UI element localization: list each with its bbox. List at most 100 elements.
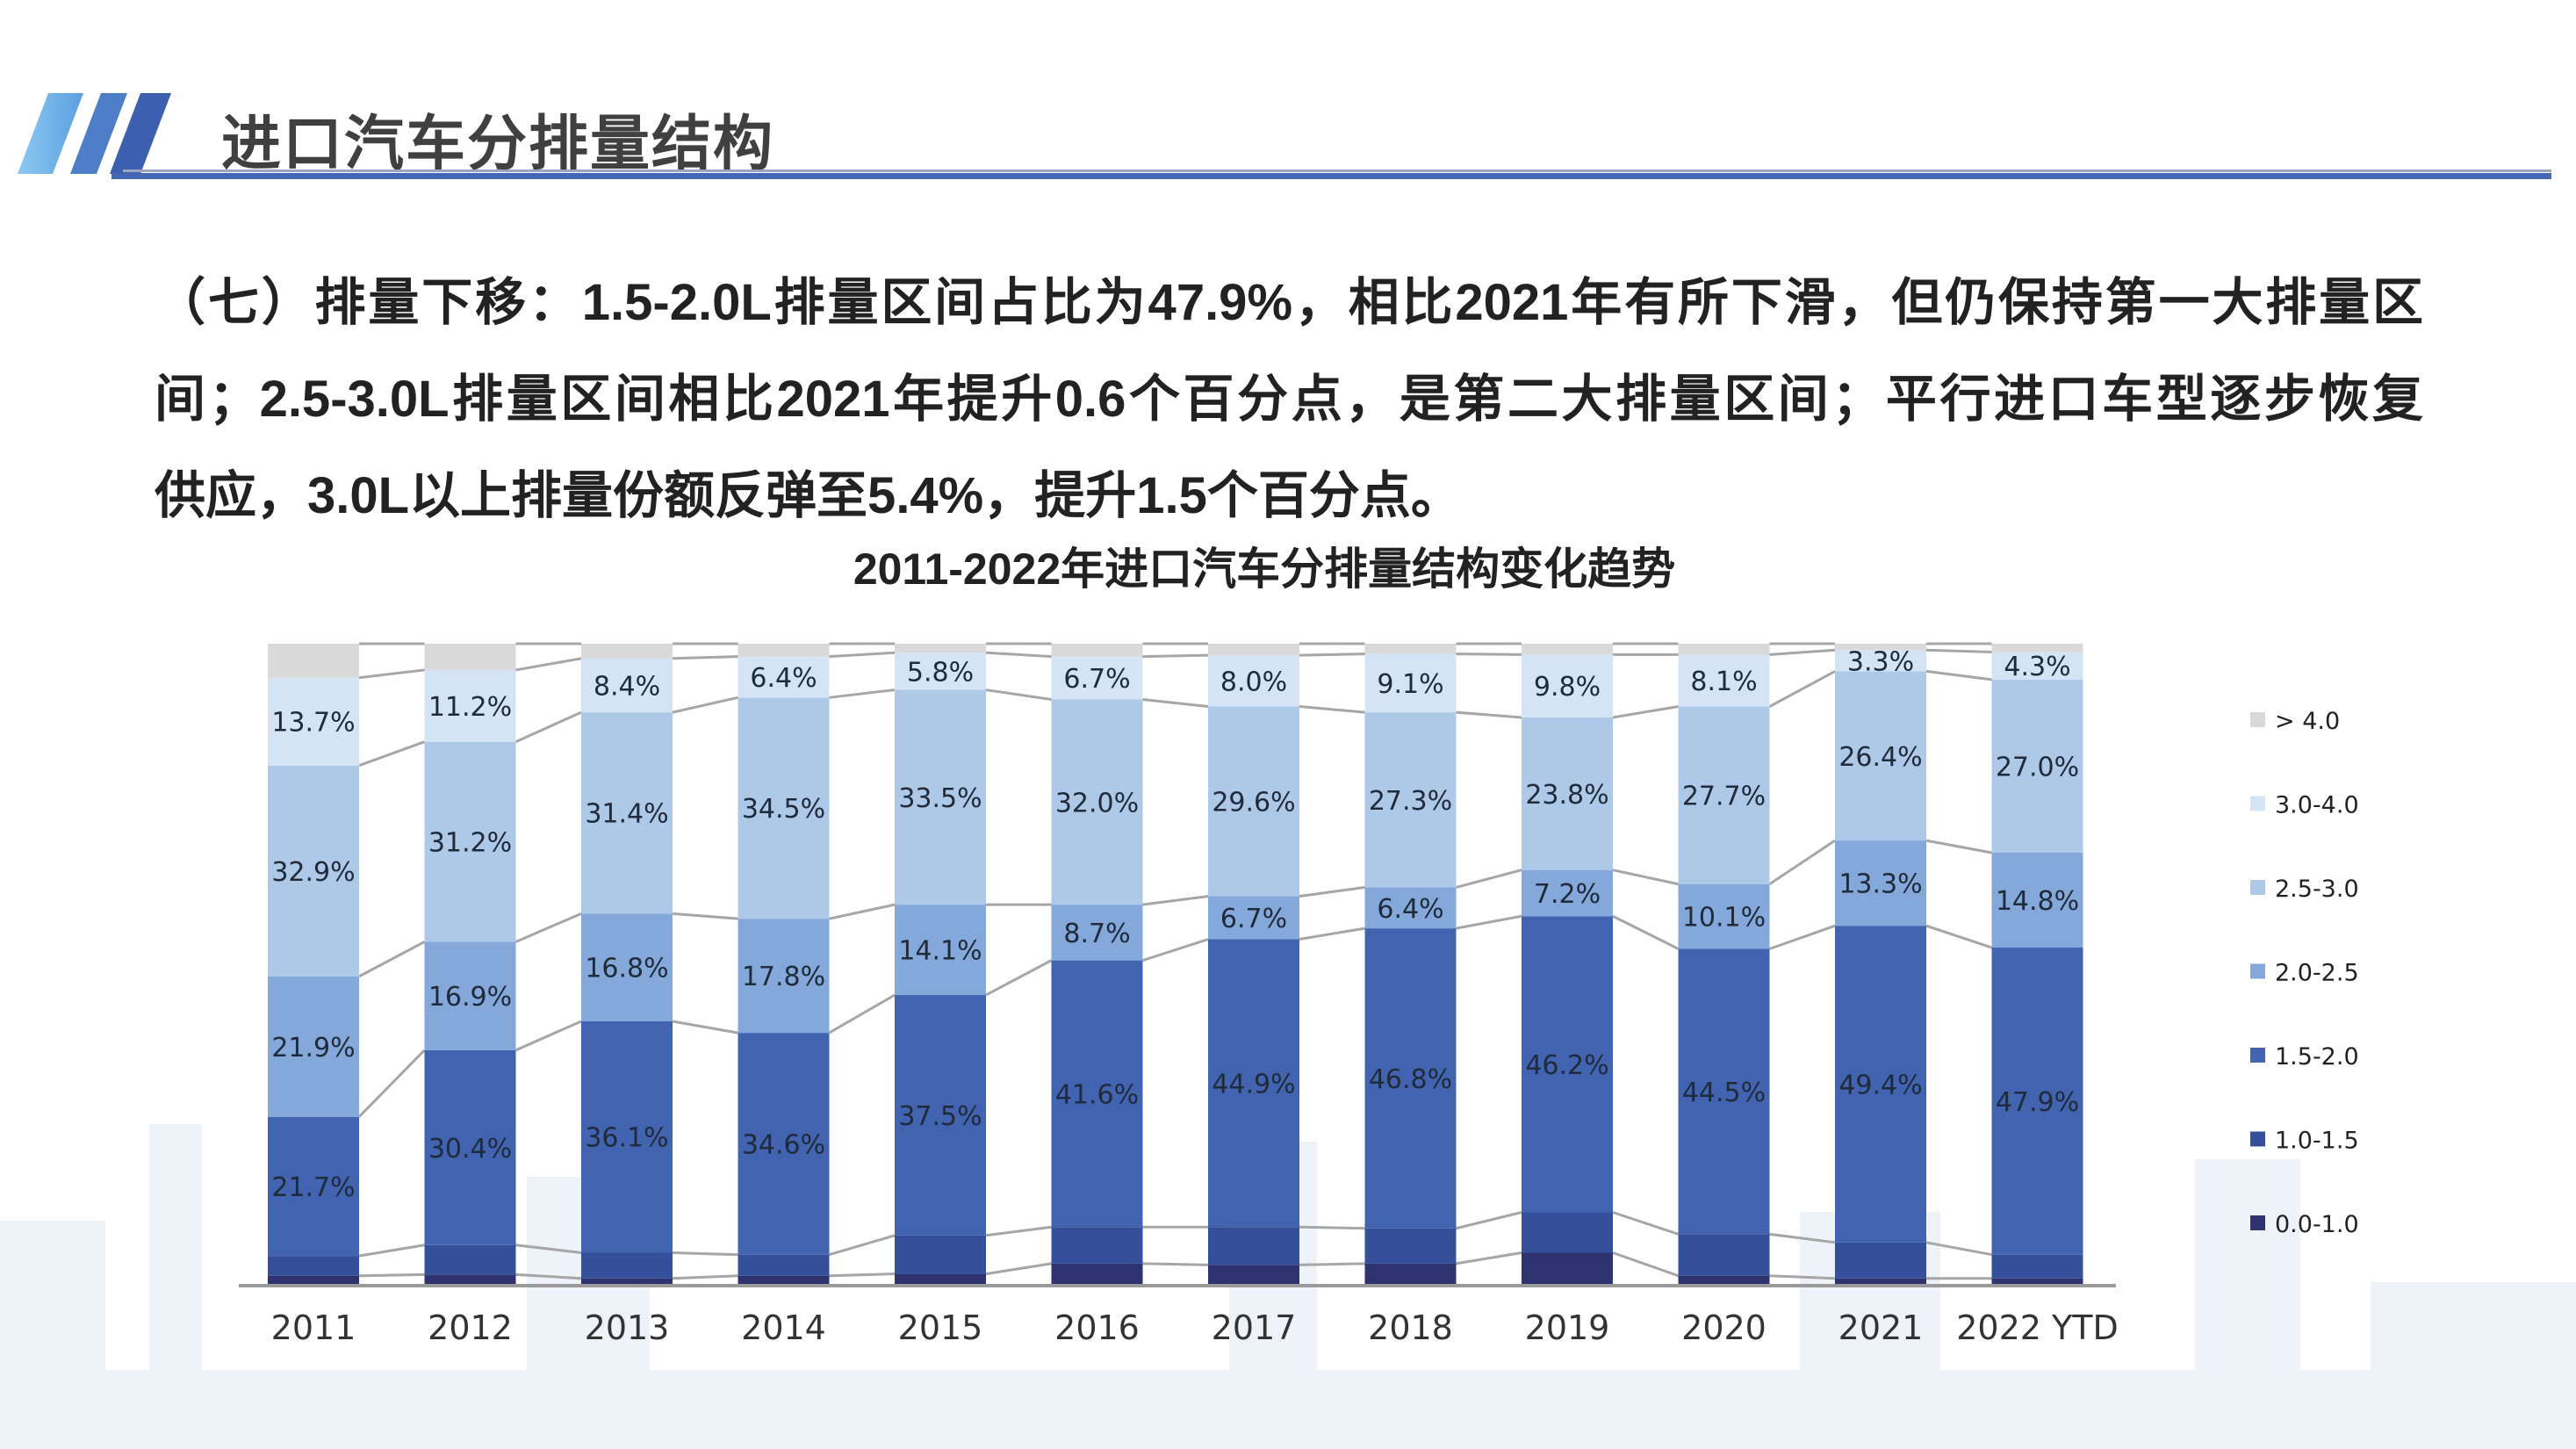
connector-line (985, 959, 1053, 997)
bar-segment (895, 905, 986, 996)
connector-line (358, 668, 425, 680)
bar-segment (1208, 896, 1299, 940)
connector-line (1612, 705, 1679, 719)
legend-label: 2.5-3.0 (2275, 876, 2359, 903)
connector-line (1299, 1225, 1365, 1230)
bar-segment (1678, 654, 1770, 707)
connector-line (672, 1020, 738, 1034)
bar-segment (1991, 948, 2083, 1255)
connector-line (1768, 839, 1836, 885)
bar-segment (895, 1273, 986, 1285)
bar-segment (738, 919, 830, 1034)
header-stripes-logo (18, 93, 171, 174)
connector-line (514, 912, 582, 943)
data-label: 29.6% (1212, 788, 1295, 818)
data-label: 27.7% (1682, 782, 1766, 812)
connector-line (829, 651, 896, 659)
bar-segment (1678, 883, 1770, 949)
bar-segment (424, 669, 516, 742)
bar-segment (1208, 939, 1299, 1228)
data-label: 21.9% (271, 1033, 355, 1063)
bar-segment (1522, 717, 1613, 870)
connector-line (357, 1049, 426, 1118)
bar-segment (738, 697, 830, 919)
bar-segment (581, 1020, 673, 1253)
bar-segment (1364, 887, 1457, 929)
data-label: 16.8% (585, 954, 668, 984)
bar-segment (1522, 1252, 1613, 1285)
connector-line (1612, 869, 1679, 886)
legend-label: 1.5-2.0 (2275, 1043, 2359, 1071)
header-divider-thin (123, 169, 2551, 172)
bar-segment (1051, 905, 1143, 961)
bar-segment (1835, 650, 1926, 672)
chart-title: 2011-2022年进口汽车分排量结构变化趋势 (853, 544, 1676, 594)
data-label: 10.1% (1682, 903, 1766, 934)
connector-line (828, 993, 896, 1034)
connector-line (1925, 1241, 1992, 1257)
bar-segment (1678, 644, 1770, 655)
x-tick-label: 2011 (271, 1308, 356, 1347)
data-label: 7.2% (1534, 879, 1601, 910)
bar-segment (1051, 656, 1143, 700)
connector-line (1456, 869, 1522, 889)
bar-segment (895, 689, 986, 905)
summary-line: 间；2.5-3.0L排量区间相比2021年提升0.6个百分点，是第二大排量区间；… (155, 371, 2423, 428)
data-label: 8.1% (1690, 667, 1757, 697)
bar-segment (581, 1252, 673, 1279)
connector-line (1769, 924, 1836, 950)
connector-line (1456, 652, 1522, 656)
bar-segment (1991, 1254, 2083, 1279)
data-label: 32.9% (271, 857, 355, 888)
connector-line (1925, 839, 1992, 854)
page-title: 进口汽车分排量结构 (221, 111, 775, 177)
data-label: 27.3% (1369, 786, 1452, 817)
bar-segment (1051, 1227, 1143, 1264)
legend-swatch (2250, 1215, 2265, 1230)
connector-line (1142, 938, 1209, 962)
summary-line: （七）排量下移：1.5-2.0L排量区间占比为47.9%，相比2021年有所下滑… (155, 274, 2423, 331)
connector-line (515, 657, 582, 672)
data-label: 13.7% (271, 708, 355, 739)
data-label: 14.8% (1996, 886, 2079, 917)
bar-segment (1364, 1263, 1457, 1285)
data-label: 34.6% (742, 1129, 825, 1160)
data-label: 36.1% (585, 1123, 668, 1154)
bar-segment (581, 913, 673, 1021)
connector-line (1299, 926, 1365, 941)
bar-segment (581, 712, 673, 914)
bar-segment (424, 1049, 516, 1245)
bar-segment (424, 1274, 516, 1285)
bar-segment (1364, 928, 1457, 1229)
connector-line (358, 740, 426, 768)
connector-line (358, 941, 426, 978)
bar-segment (581, 658, 673, 713)
bar-segment (1678, 1275, 1770, 1285)
data-label: 44.9% (1212, 1069, 1295, 1099)
bar-segment (1991, 652, 2083, 680)
data-label: 8.7% (1063, 919, 1130, 949)
data-label: 46.8% (1369, 1064, 1452, 1095)
bar-segment (1364, 644, 1457, 654)
bar-segment (424, 941, 516, 1050)
legend-swatch (2250, 796, 2265, 811)
connector-line (1142, 1262, 1209, 1266)
bar-segment (1678, 706, 1770, 884)
connector-line (829, 1272, 896, 1278)
connector-line (829, 688, 896, 699)
connector-line (672, 655, 738, 660)
data-label: 31.4% (585, 799, 668, 830)
data-label: 46.2% (1525, 1050, 1608, 1081)
connector-line (514, 710, 582, 744)
data-label: 47.9% (1996, 1087, 2079, 1118)
data-label: 32.0% (1055, 788, 1139, 818)
bar-segment (424, 1244, 516, 1275)
bar-segment (895, 644, 986, 653)
bar-segment (738, 656, 830, 698)
x-tick-label: 2015 (898, 1308, 983, 1347)
bar-segment (424, 741, 516, 942)
bar-segment (1051, 699, 1143, 905)
data-label: 41.6% (1055, 1079, 1139, 1110)
data-label: 21.7% (271, 1172, 355, 1203)
connector-line (514, 1020, 582, 1052)
